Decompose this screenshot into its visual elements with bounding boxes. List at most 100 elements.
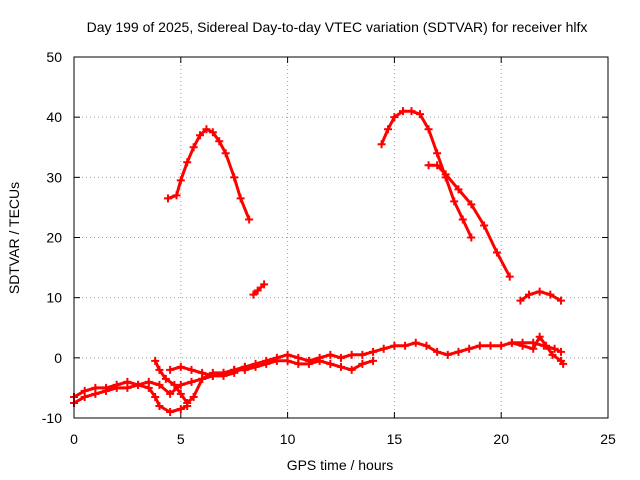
- data-point: [518, 341, 527, 350]
- data-point: [230, 173, 239, 182]
- data-point: [262, 359, 271, 368]
- data-point: [347, 365, 356, 374]
- data-point: [208, 128, 217, 137]
- data-point: [358, 359, 367, 368]
- data-point: [215, 137, 224, 146]
- data-point: [535, 332, 544, 341]
- data-point: [102, 386, 111, 395]
- series-arc-4: [424, 161, 514, 281]
- data-point: [507, 338, 516, 347]
- series-line: [380, 109, 473, 239]
- y-tick-labels: -10 0 10 20 30 40 50: [42, 49, 62, 426]
- data-point: [112, 383, 121, 392]
- series-low-3: [70, 380, 192, 416]
- y-tick-label: 30: [46, 169, 62, 185]
- data-point: [326, 359, 335, 368]
- x-tick-label: 0: [70, 431, 78, 447]
- data-point: [347, 350, 356, 359]
- x-tick-label: 20: [493, 431, 509, 447]
- data-point: [454, 185, 463, 194]
- data-point: [144, 383, 153, 392]
- series-low-1: [70, 338, 566, 401]
- data-point: [407, 107, 416, 116]
- x-tick-label: 15: [387, 431, 403, 447]
- data-point: [219, 371, 228, 380]
- data-point: [315, 356, 324, 365]
- y-tick-label: 10: [46, 290, 62, 306]
- data-point: [170, 380, 179, 389]
- series-line: [518, 290, 563, 303]
- series-arc-1: [163, 125, 254, 224]
- data-point: [433, 161, 442, 170]
- data-point: [369, 347, 378, 356]
- y-tick-label: -10: [42, 410, 62, 426]
- data-point: [467, 233, 476, 242]
- data-point: [441, 170, 450, 179]
- data-point: [176, 389, 185, 398]
- data-point: [198, 368, 207, 377]
- series-low-5: [507, 332, 568, 368]
- data-point: [176, 176, 185, 185]
- data-point: [202, 125, 211, 134]
- data-point: [123, 383, 132, 392]
- data-point: [358, 350, 367, 359]
- data-point: [411, 338, 420, 347]
- data-point: [492, 248, 501, 257]
- data-point: [416, 110, 425, 119]
- data-point: [187, 377, 196, 386]
- data-point: [187, 365, 196, 374]
- data-point: [249, 290, 258, 299]
- series-arc-5: [516, 287, 566, 305]
- data-point: [390, 113, 399, 122]
- data-point: [240, 362, 249, 371]
- data-point: [326, 350, 335, 359]
- y-tick-label: 40: [46, 109, 62, 125]
- data-point: [379, 344, 388, 353]
- data-point: [172, 191, 181, 200]
- data-point: [91, 389, 100, 398]
- data-point: [245, 215, 254, 224]
- data-point: [251, 362, 260, 371]
- data-point: [465, 344, 474, 353]
- data-point: [377, 140, 386, 149]
- y-tick-label: 50: [46, 49, 62, 65]
- x-tick-label: 10: [280, 431, 296, 447]
- data-point: [424, 161, 433, 170]
- data-point: [475, 341, 484, 350]
- data-point: [166, 407, 175, 416]
- data-point: [166, 389, 175, 398]
- data-point: [236, 194, 245, 203]
- series-line: [427, 163, 512, 279]
- data-point: [337, 353, 345, 362]
- data-point: [450, 197, 459, 206]
- data-point: [529, 344, 538, 353]
- data-point: [557, 347, 566, 356]
- data-point: [454, 347, 463, 356]
- data-point: [221, 149, 230, 158]
- grid: [73, 56, 609, 419]
- plot-frame: [73, 56, 609, 419]
- data-point: [542, 341, 551, 350]
- y-axis-label: SDTVAR / TECUs: [6, 182, 22, 294]
- data-point: [369, 356, 378, 365]
- data-point: [398, 107, 407, 116]
- data-point: [337, 362, 345, 371]
- data-point: [183, 158, 192, 167]
- data-point: [557, 296, 566, 305]
- data-point: [166, 365, 175, 374]
- series-line: [166, 127, 251, 221]
- data-point: [467, 200, 476, 209]
- data-point: [283, 356, 292, 365]
- series-low-2: [151, 356, 378, 407]
- data-point: [516, 296, 525, 305]
- data-point: [294, 359, 303, 368]
- x-tick-label: 5: [177, 431, 185, 447]
- chart-title: Day 199 of 2025, Sidereal Day-to-day VTE…: [87, 19, 588, 35]
- data-point: [230, 368, 239, 377]
- x-axis-label: GPS time / hours: [287, 457, 394, 473]
- data-point: [196, 131, 205, 140]
- data-point: [151, 392, 160, 401]
- series-arc-2: [249, 280, 269, 299]
- data-point: [433, 347, 442, 356]
- data-series: [70, 107, 568, 416]
